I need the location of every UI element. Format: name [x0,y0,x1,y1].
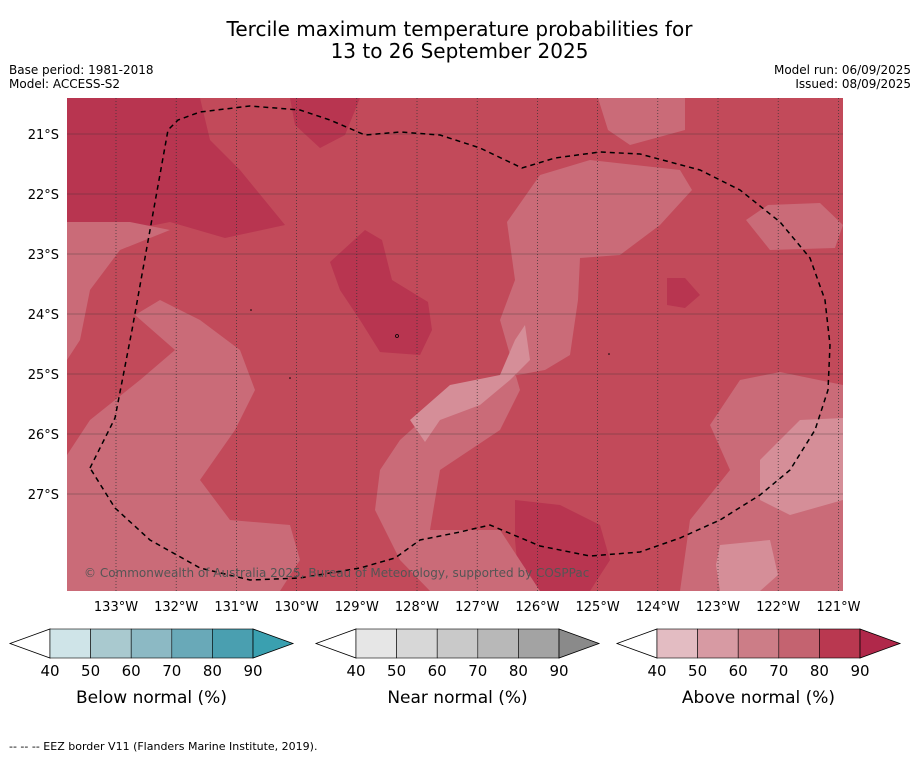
island-marker [250,309,252,311]
eez-border [89,105,831,581]
region-above-60-e [746,203,843,250]
longitude-label: 127°W [455,600,499,615]
longitude-label: 132°W [154,600,198,615]
model-run: Model run: 06/09/2025 [773,63,911,77]
graticule [67,98,843,591]
colorbar-segment [477,628,519,659]
title-line-2: 13 to 26 September 2025 [330,39,589,63]
colorbar-above-normal: 40 50 60 70 80 90 Above normal (%) [615,628,902,708]
longitude-label: 126°W [515,600,559,615]
region-above-50-s [716,540,778,591]
longitude-label: 123°W [696,600,740,615]
colorbar-tick-label: 70 [769,662,788,680]
colorbar-segment [656,628,698,659]
colorbar-near-normal: 40 50 60 70 80 90 Near normal (%) [314,628,601,708]
probability-map: © Commonwealth of Australia 2025, Bureau… [28,98,861,615]
longitude-label: 122°W [756,600,800,615]
colorbar-tick-label: 70 [162,662,181,680]
map-fill [67,98,843,591]
colorbar-segment [436,628,479,659]
region-above-80-south [515,500,610,591]
colorbar-max-extension [558,628,601,659]
longitude-labels: 133°W 132°W 131°W 130°W 129°W 128°W 127°W 126°W… [94,600,861,615]
colorbar-tick-label: 60 [729,662,748,680]
latitude-label: 21°S [28,128,59,143]
colorbar-tick-label: 80 [810,662,829,680]
colorbar-title: Below normal (%) [76,688,227,708]
colorbar-segment [819,628,861,659]
colorbar-segment [518,628,560,659]
latitude-label: 25°S [28,368,59,383]
colorbar-tick-label: 90 [243,662,262,680]
longitude-label: 121°W [816,600,860,615]
latitude-label: 22°S [28,188,59,203]
copyright-text: © Commonwealth of Australia 2025, Bureau… [84,566,589,580]
eez-legend-note: -- -- -- EEZ border V11 (Flanders Marine… [9,740,318,753]
island-marker [608,353,610,355]
colorbar-segment [130,628,173,659]
meta-left: Base period: 1981-2018 Model: ACCESS-S2 [9,63,154,91]
colorbar-segment [212,628,254,659]
colorbar-segment [737,628,780,659]
colorbar-tick-label: 80 [509,662,528,680]
colorbar-min-extension [615,628,658,659]
region-above-60-center [375,160,692,591]
region-above-60-west [67,222,170,360]
title-line-1: Tercile maximum temperature probabilitie… [226,17,693,41]
latitude-label: 26°S [28,428,59,443]
colorbar-segment [355,628,397,659]
colorbar-tick-label: 60 [122,662,141,680]
region-above-80-n [290,98,360,148]
colorbar-min-extension [314,628,357,659]
colorbar-segment [697,628,739,659]
longitude-label: 128°W [395,600,439,615]
latitude-label: 23°S [28,248,59,263]
colorbar-segment [171,628,213,659]
longitude-label: 131°W [214,600,258,615]
longitude-label: 125°W [576,600,620,615]
meta-right: Model run: 06/09/2025 Issued: 08/09/2025 [774,63,911,91]
colorbar-tick-label: 40 [346,662,365,680]
colorbar-below-normal: 40 50 60 70 80 90 Below normal (%) [8,628,295,708]
model-name: Model: ACCESS-S2 [9,77,121,91]
region-above-60-sw [67,300,300,591]
colorbar-max-extension [252,628,295,659]
colorbar-segment [396,628,438,659]
colorbar-tick-label: 50 [81,662,100,680]
latitude-label: 27°S [28,488,59,503]
base-period: Base period: 1981-2018 [9,63,154,77]
colorbar-tick-label: 40 [40,662,59,680]
island-marker [289,377,291,379]
colorbar-max-extension [859,628,902,659]
colorbar-tick-label: 60 [428,662,447,680]
latitude-label: 24°S [28,308,59,323]
colorbar-tick-label: 70 [468,662,487,680]
region-above-60-ne [598,98,685,145]
colorbar-tick-label: 90 [850,662,869,680]
longitude-label: 124°W [636,600,680,615]
colorbar-tick-label: 50 [387,662,406,680]
colorbar-min-extension [8,628,51,659]
colorbar-segment [90,628,132,659]
latitude-labels: 21°S 22°S 23°S 24°S 25°S 26°S 27°S [28,128,59,503]
colorbar-tick-label: 80 [203,662,222,680]
region-above-80-east [667,278,700,308]
colorbar-tick-label: 50 [688,662,707,680]
colorbars: 40 50 60 70 80 90 Below normal (%) 40 50 60 70 80 9… [8,628,902,708]
region-above-50-se [760,418,843,515]
colorbar-segment [778,628,820,659]
longitude-label: 133°W [94,600,138,615]
colorbar-title: Above normal (%) [682,688,835,708]
colorbar-tick-label: 90 [549,662,568,680]
colorbar-title: Near normal (%) [387,688,527,708]
longitude-label: 130°W [275,600,319,615]
region-above-50-center [410,325,530,442]
issued-date: Issued: 08/09/2025 [795,77,911,91]
region-above-80-center [330,230,432,355]
map-title: Tercile maximum temperature probabilitie… [0,18,919,62]
longitude-label: 129°W [335,600,379,615]
island-marker [395,334,399,338]
colorbar-segment [49,628,91,659]
colorbar-tick-label: 40 [647,662,666,680]
